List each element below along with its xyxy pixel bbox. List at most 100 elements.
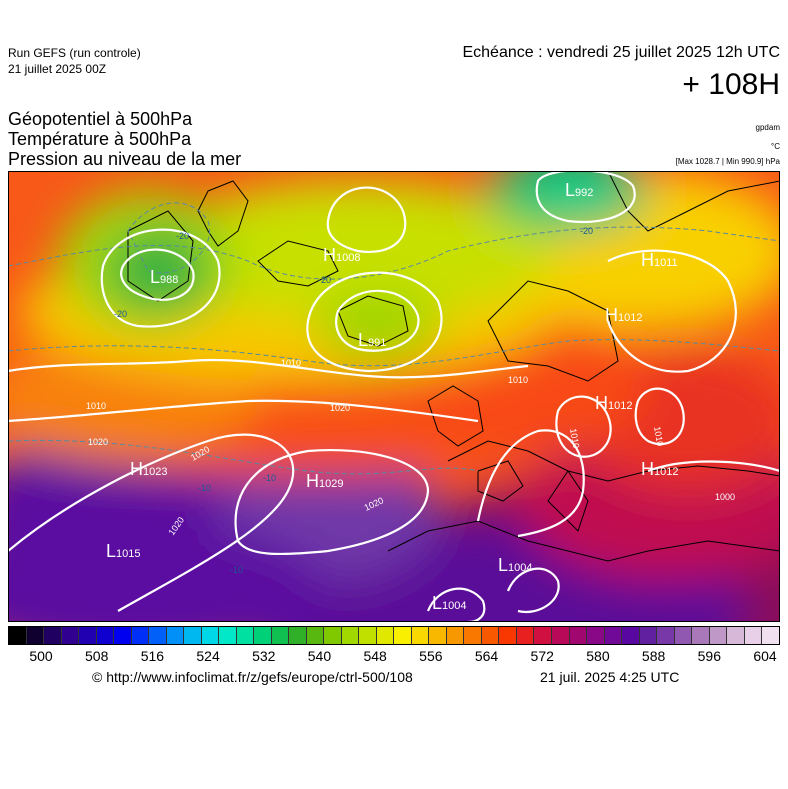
temperature-label: -10 <box>230 565 243 575</box>
colorbar-tick-label: 508 <box>85 648 109 664</box>
colorbar-tick-label: 500 <box>29 648 53 664</box>
colorbar-cell <box>131 627 150 644</box>
isobars <box>8 171 780 622</box>
colorbar-cell <box>604 627 623 644</box>
pressure-range: [Max 1028.7 | Min 990.9] hPa <box>675 157 780 166</box>
coastlines <box>127 171 780 562</box>
colorbar-tick-label: 548 <box>363 648 387 664</box>
colorbar-cell <box>481 627 500 644</box>
isobar-label: 1000 <box>715 492 735 502</box>
param-geopotential: Géopotentiel à 500hPa <box>8 109 193 129</box>
colorbar-cell <box>727 627 745 644</box>
pressure-center: H1012 <box>641 459 678 479</box>
geopotential-contours <box>8 202 780 475</box>
colorbar-cell <box>569 627 588 644</box>
temperature-label: -20 <box>318 275 331 285</box>
pressure-center: L992 <box>565 180 593 200</box>
colorbar <box>8 626 780 645</box>
colorbar-cell <box>674 627 693 644</box>
isobar-label: 1010 <box>652 426 665 447</box>
colorbar-cell <box>184 627 202 644</box>
colorbar-tick-label: 532 <box>252 648 276 664</box>
colorbar-cell <box>446 627 465 644</box>
isobar-label: 1010 <box>568 428 581 449</box>
generation-time: 21 juil. 2025 4:25 UTC <box>540 669 680 685</box>
colorbar-cell <box>341 627 360 644</box>
colorbar-tick-label: 524 <box>196 648 220 664</box>
colorbar-cell <box>61 627 80 644</box>
copyright-notice: © http://www.infoclimat.fr/z/gefs/europe… <box>92 669 413 685</box>
valid-time: Echéance : vendredi 25 juillet 2025 12h … <box>462 44 780 61</box>
unit-temperature: °C <box>771 142 780 151</box>
colorbar-cell <box>166 627 185 644</box>
colorbar-tick-label: 516 <box>140 648 165 664</box>
colorbar-cell <box>306 627 325 644</box>
colorbar-cell <box>464 627 482 644</box>
pressure-center: L988 <box>150 267 178 287</box>
colorbar-cell <box>201 627 220 644</box>
colorbar-cell <box>587 627 605 644</box>
isobar-label: 1010 <box>281 358 301 368</box>
pressure-center: L991 <box>358 330 386 350</box>
pressure-center: H1008 <box>323 245 360 265</box>
pressure-center: H1023 <box>130 459 167 479</box>
colorbar-cell <box>744 627 763 644</box>
colorbar-cell <box>376 627 395 644</box>
unit-geopotential: gpdam <box>755 123 780 132</box>
param-temperature: Température à 500hPa <box>8 129 192 149</box>
pressure-center: L1004 <box>498 555 533 575</box>
run-title: Run GEFS (run controle) <box>8 46 141 60</box>
colorbar-tick-label: 540 <box>307 648 332 664</box>
colorbar-cell <box>236 627 255 644</box>
colorbar-cell <box>639 627 658 644</box>
colorbar-cell <box>271 627 290 644</box>
colorbar-cell <box>622 627 640 644</box>
pressure-center: L1004 <box>432 593 467 613</box>
param-pressure: Pression au niveau de la mer <box>8 149 242 169</box>
colorbar-cell <box>254 627 272 644</box>
isobar-label: 1010 <box>508 375 528 385</box>
pressure-center: H1012 <box>605 305 642 325</box>
temperature-labels: -20 -20 -20 -20 -10 -10 -10 <box>114 226 593 575</box>
colorbar-tick-label: 580 <box>586 648 610 664</box>
weather-map: L992 L988 H1008 L991 H1011 H1012 H1012 H… <box>8 171 780 622</box>
run-date: 21 juillet 2025 00Z <box>8 62 107 76</box>
colorbar-cell <box>551 627 570 644</box>
colorbar-cell <box>657 627 675 644</box>
temperature-label: -20 <box>114 309 127 319</box>
colorbar-cell <box>219 627 237 644</box>
isobar-labels: 1010 1010 1020 1020 1020 1020 1020 1010 … <box>86 358 735 537</box>
colorbar-cell <box>96 627 115 644</box>
colorbar-tick-label: 572 <box>530 648 554 664</box>
lead-time: + 108H <box>682 68 780 101</box>
colorbar-tick-label: 556 <box>419 648 443 664</box>
colorbar-tick-label: 588 <box>641 648 666 664</box>
colorbar-tick-label: 604 <box>753 648 777 664</box>
colorbar-cell <box>709 627 728 644</box>
colorbar-cell <box>289 627 307 644</box>
colorbar-tick-label: 564 <box>474 648 499 664</box>
colorbar-labels: 500 508 516 524 532 540 548 556 564 572 580 588 596 6… <box>8 648 780 666</box>
colorbar-cell <box>359 627 377 644</box>
colorbar-cell <box>79 627 97 644</box>
colorbar-cell <box>324 627 342 644</box>
colorbar-cell <box>411 627 430 644</box>
colorbar-cell <box>149 627 167 644</box>
colorbar-cell <box>534 627 552 644</box>
temperature-label: -10 <box>263 473 276 483</box>
pressure-center: L1015 <box>106 541 141 561</box>
colorbar-cell <box>114 627 132 644</box>
colorbar-cell <box>394 627 412 644</box>
colorbar-tick-label: 596 <box>697 648 721 664</box>
colorbar-cell <box>692 627 710 644</box>
isobar-label: 1020 <box>88 437 108 447</box>
colorbar-cell <box>762 627 779 644</box>
temperature-label: -20 <box>176 231 189 241</box>
temperature-label: -10 <box>198 483 211 493</box>
colorbar-cell <box>44 627 62 644</box>
colorbar-cell <box>26 627 45 644</box>
colorbar-cell <box>429 627 447 644</box>
colorbar-cell <box>9 627 27 644</box>
pressure-centers: L992 L988 H1008 L991 H1011 H1012 H1012 H… <box>106 180 678 613</box>
colorbar-cell <box>499 627 517 644</box>
